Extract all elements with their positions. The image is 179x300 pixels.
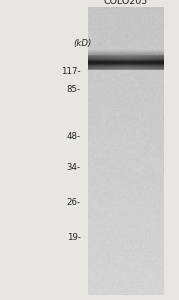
Text: 34-: 34-	[66, 164, 81, 172]
Text: COLO205: COLO205	[103, 0, 147, 6]
Text: (kD): (kD)	[73, 39, 92, 48]
Text: 85-: 85-	[66, 85, 81, 94]
Text: 26-: 26-	[66, 198, 81, 207]
Text: 117-: 117-	[61, 68, 81, 76]
Text: 48-: 48-	[66, 132, 81, 141]
Text: 19-: 19-	[67, 232, 81, 242]
